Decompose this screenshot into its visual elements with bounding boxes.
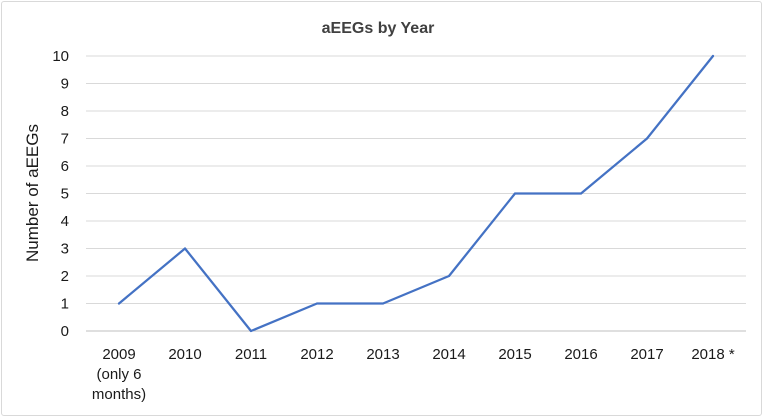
y-axis-ticks: 0 1 2 3 4 5 6 7 8 9 10 [52, 48, 69, 340]
series-layer [117, 54, 715, 333]
data-point [712, 55, 714, 57]
x-tick-label: 2009 (only 6 months) [92, 346, 146, 403]
x-tick-label: 2018 * [691, 346, 735, 363]
data-point [382, 302, 384, 305]
y-axis-label: Number of aEEGs [23, 124, 42, 262]
x-tick-label: 2016 [564, 346, 597, 363]
data-point [580, 192, 582, 195]
x-tick-label: 2013 [366, 346, 399, 363]
data-point [184, 247, 186, 250]
y-tick-label: 1 [61, 296, 69, 313]
gridlines [86, 55, 746, 332]
y-tick-label: 4 [61, 213, 69, 230]
data-point [646, 137, 648, 140]
y-tick-label: 0 [61, 323, 69, 340]
x-axis-ticks: 2009 (only 6 months) 2010 2011 2012 2013 2014 20… [92, 346, 735, 403]
data-point [118, 302, 120, 305]
x-tick-label: 2014 [432, 346, 465, 363]
y-tick-label: 9 [61, 76, 69, 93]
y-tick-label: 7 [61, 131, 69, 148]
y-tick-label: 2 [61, 268, 69, 285]
series-line [117, 54, 715, 333]
y-tick-label: 3 [61, 241, 69, 258]
y-tick-label: 8 [61, 103, 69, 120]
y-tick-label: 6 [61, 158, 69, 175]
data-point [316, 302, 318, 305]
x-tick-label: 2012 [300, 346, 333, 363]
x-tick-label: 2017 [630, 346, 663, 363]
y-tick-label: 5 [61, 186, 69, 203]
chart-title: aEEGs by Year [322, 20, 435, 37]
x-tick-label: 2015 [498, 346, 531, 363]
y-tick-label: 10 [52, 48, 69, 65]
data-point [448, 275, 450, 277]
x-tick-label: 2011 [235, 346, 267, 363]
data-point [250, 330, 252, 332]
data-point [514, 192, 516, 195]
x-tick-label: 2010 [168, 346, 201, 363]
